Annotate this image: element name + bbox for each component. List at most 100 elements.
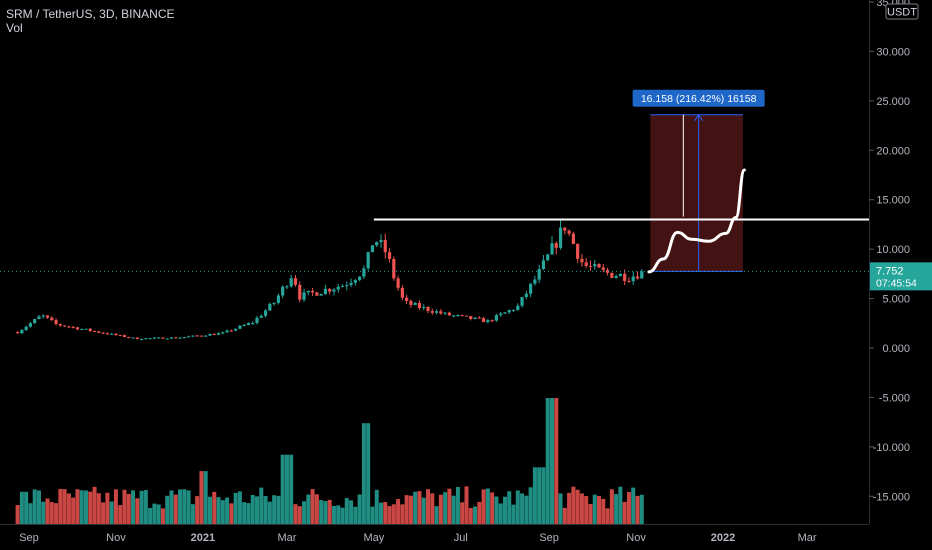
candle [105,332,109,335]
time-axis: Sep Nov 2021 Mar May Jul Sep Nov 2022 Mar [0,524,869,544]
candle-body [246,323,251,326]
candle [340,284,345,288]
candle-body [588,265,593,267]
volume-bar [567,492,572,524]
candle [212,333,216,336]
volume-bar [212,491,217,524]
candle [439,309,443,315]
candle [409,299,413,308]
candle [400,285,404,301]
candle [225,329,229,333]
candle [88,327,92,333]
candle [358,276,362,282]
volume-bar [413,491,418,524]
candle [499,311,503,317]
volume-bar [195,496,200,524]
candle-body [255,317,259,323]
candle [563,227,567,235]
candle [58,323,62,327]
candle-body [144,338,148,340]
volume-bar [267,501,272,524]
candle-body [375,242,379,246]
candle [631,271,635,285]
volume-bar [524,495,529,524]
candle [447,311,451,316]
volume-bar [438,494,443,524]
volume-bar [276,495,281,524]
candle [554,241,558,255]
candle [533,275,537,286]
volume-bar [71,497,76,524]
candle [366,251,370,271]
candle [50,316,54,322]
candle-body [379,240,383,243]
candle-body [635,276,640,279]
candle-body [554,243,558,248]
candle-body [520,297,524,306]
candle-body [640,271,644,279]
volume-bar [173,494,178,524]
candle [152,337,157,339]
candle [605,267,610,276]
volume-bar [75,489,80,524]
candle [413,301,417,306]
candle-body [490,320,494,322]
candle-body [157,337,161,339]
volume-bar [421,497,426,524]
candle-body [50,317,54,321]
candle-body [97,331,101,333]
candle [627,277,631,283]
volume-bar [143,490,148,524]
time-tick-label: Mar [798,532,817,544]
volume-bar [477,501,482,524]
volume-bar [32,489,37,524]
volume-legend-label[interactable]: Vol [6,21,23,35]
candle-body [597,264,601,268]
volume-bar [101,502,106,524]
candle-body [191,335,195,337]
volume-bar [511,504,516,524]
candle-body [340,286,345,288]
candle-body [567,230,571,234]
candle-body [37,316,41,320]
volume-bar [323,501,328,524]
volume-bar [131,490,136,524]
candle-body [618,273,622,277]
candle [546,253,550,262]
projected-path-curve [647,168,746,274]
candle-body [229,330,233,332]
candle-body [101,332,105,334]
volume-bar [562,507,567,524]
candle-body [238,325,242,329]
candle-body [499,313,503,316]
candle-body [409,300,413,305]
volume-bar [96,493,101,524]
candle-body [135,337,139,340]
candle-body [400,287,404,298]
volume-bar [344,498,349,524]
candle-body [413,302,417,305]
candle-body [187,336,191,338]
volume-bar [460,502,465,524]
candle [114,333,118,336]
volume-bar [614,494,619,524]
candle-body [533,279,537,284]
volume-bar [319,500,324,524]
candle-body [349,282,353,286]
candle-body [627,280,631,282]
volume-bar [520,493,525,524]
volume-bar [626,491,631,524]
candle-body [358,276,362,281]
candle [148,338,152,340]
candle [289,274,293,288]
symbol-title[interactable]: SRM / TetherUS, 3D, BINANCE [6,7,175,21]
volume-bar [588,503,593,524]
volume-bar [178,489,183,524]
currency-badge-box [885,3,919,20]
candle-body [516,305,520,310]
volume-bar [575,489,580,524]
price-tick-label: 20.000 [876,145,910,157]
volume-bar [558,493,563,524]
volume-bar [396,498,401,524]
